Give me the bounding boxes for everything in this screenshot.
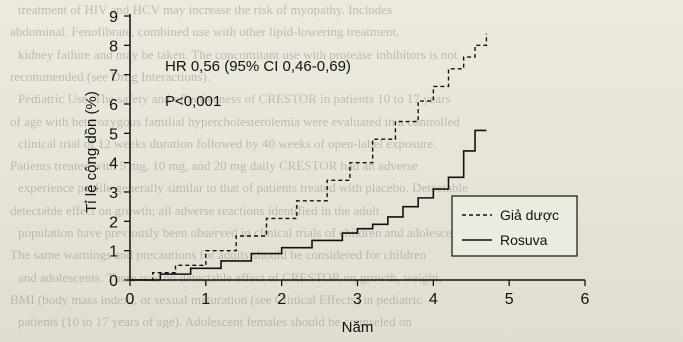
y-tick-label: 5 — [109, 126, 118, 143]
y-tick-label: 4 — [109, 156, 118, 173]
y-tick-label: 6 — [109, 97, 118, 114]
x-tick-label: 1 — [201, 291, 210, 308]
x-tick-label: 5 — [505, 291, 514, 308]
y-tick-label: 2 — [109, 214, 118, 231]
x-tick-label: 0 — [126, 291, 135, 308]
x-axis-label: Năm — [342, 319, 374, 336]
y-axis-label: Tỉ lệ cộng dồn (%) — [83, 91, 100, 213]
background-text-line: abdominal. Fenofibrate, combined use wit… — [10, 24, 400, 40]
background-text-line: of age with heterozygous familial hyperc… — [10, 113, 460, 129]
y-tick-label: 9 — [109, 9, 118, 26]
background-text-line: detectable effect on growth; all adverse… — [10, 202, 380, 218]
background-text-line: kidney failure and may be taken. The con… — [18, 46, 458, 62]
x-tick-label: 4 — [429, 291, 438, 308]
p-value-annotation: P<0,001 — [165, 93, 221, 110]
background-text-line: BMI (body mass index), or sexual maturat… — [10, 291, 423, 307]
x-tick-label: 3 — [353, 291, 362, 308]
background-text-line: The same warnings and precautions for ad… — [10, 247, 427, 263]
background-text-line: Patients treated with 5 mg, 10 mg, and 2… — [10, 158, 418, 174]
y-tick-label: 8 — [109, 38, 118, 55]
background-text-line: and adolescents. There was no detectable… — [18, 269, 442, 285]
background-text-line: clinical trial of 12 weeks duration foll… — [18, 135, 437, 151]
x-tick-label: 6 — [581, 291, 590, 308]
legend-label-rosuva: Rosuva — [500, 232, 548, 248]
legend-label-placebo: Giả dược — [500, 207, 559, 223]
background-text-line: patients (10 to 17 years of age). Adoles… — [18, 314, 412, 330]
background-text-line: Pediatric Use. The safety and effectiven… — [18, 91, 451, 107]
y-tick-label: 0 — [109, 273, 118, 290]
y-tick-label: 7 — [109, 68, 118, 85]
legend: Giả dược Rosuva — [451, 195, 578, 257]
background-text-line: recommended (see Drug Interactions). — [10, 68, 210, 84]
series-line-placebo — [130, 33, 488, 281]
background-text-line: treatment of HIV and HCV may increase th… — [18, 2, 393, 17]
hazard-ratio-annotation: HR 0,56 (95% CI 0,46-0,69) — [165, 58, 351, 75]
x-tick-label: 2 — [277, 291, 286, 308]
y-tick-label: 1 — [109, 244, 118, 261]
series-line-rosuva — [130, 129, 487, 281]
legend-box — [451, 195, 578, 257]
y-tick-label: 3 — [109, 185, 118, 202]
